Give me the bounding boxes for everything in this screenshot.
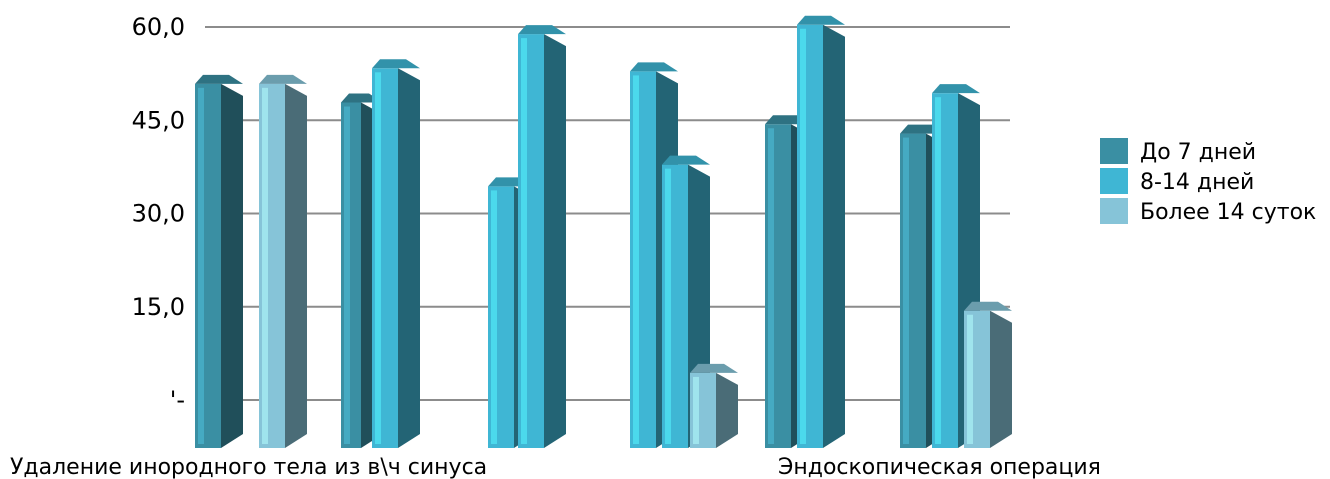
legend-label: Более 14 суток <box>1140 200 1316 225</box>
legend-label: 8-14 дней <box>1140 170 1254 195</box>
bar <box>518 25 566 448</box>
legend-swatch <box>1100 198 1128 224</box>
y-axis: 60,0 45,0 30,0 15,0 '- <box>132 13 185 414</box>
bar <box>195 74 243 448</box>
legend: До 7 дней 8-14 дней Более 14 суток <box>1100 138 1316 225</box>
legend-swatch <box>1100 138 1128 164</box>
y-tick-label: 45,0 <box>132 106 185 134</box>
bar <box>372 59 420 449</box>
bar <box>690 363 738 448</box>
gridlines <box>205 26 1010 401</box>
bar <box>259 74 307 448</box>
bars <box>195 15 1012 449</box>
bar <box>797 15 845 449</box>
y-tick-label: '- <box>170 386 185 414</box>
legend-swatch <box>1100 168 1128 194</box>
bar <box>964 301 1012 448</box>
category-label-2: Эндоскопическая операция <box>778 455 1101 479</box>
y-tick-label: 15,0 <box>132 293 185 321</box>
category-label-1: Удаление инородного тела из в\ч синуса <box>10 455 487 479</box>
y-tick-label: 60,0 <box>132 13 185 41</box>
y-tick-label: 30,0 <box>132 200 185 228</box>
legend-label: До 7 дней <box>1140 140 1256 165</box>
